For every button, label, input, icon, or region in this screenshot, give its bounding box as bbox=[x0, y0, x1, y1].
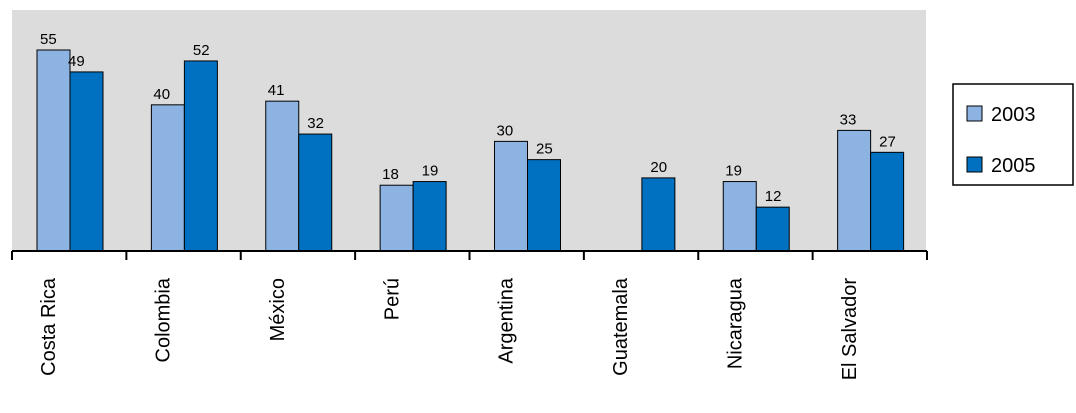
data-label-2003-colombia: 40 bbox=[153, 86, 170, 103]
data-labels-layer: 55 49 40 52 41 32 18 19 30 25 20 19 12 33 27 bbox=[40, 31, 896, 205]
bar-2005-colombia bbox=[183, 60, 218, 252]
x-tick-label-peru: Perú bbox=[381, 278, 403, 320]
x-tick-label-argentina: Argentina bbox=[496, 277, 518, 363]
legend: 2003 2005 bbox=[952, 83, 1074, 186]
bar-2005-nicaragua bbox=[755, 206, 790, 252]
bar-2005-mexico bbox=[298, 133, 333, 252]
bar-2003-peru bbox=[379, 184, 414, 252]
bar-2005-peru bbox=[412, 181, 447, 252]
x-ticks bbox=[11, 251, 928, 260]
x-tick-label-colombia: Colombia bbox=[153, 277, 175, 362]
bar-2005-guatemala bbox=[641, 177, 676, 252]
x-tick-label-mexico: México bbox=[267, 278, 289, 341]
legend-label-2005: 2005 bbox=[991, 155, 1036, 177]
data-label-2003-argentina: 30 bbox=[497, 122, 514, 139]
legend-swatch-2003 bbox=[966, 105, 983, 122]
data-label-2003-mexico: 41 bbox=[268, 82, 285, 99]
x-tick-label-costa-rica: Costa Rica bbox=[38, 277, 60, 376]
data-label-2005-guatemala: 20 bbox=[650, 159, 667, 176]
legend-swatch-2005 bbox=[966, 156, 983, 173]
x-tick-labels: Costa Rica Colombia México Perú Argentina Gua… bbox=[38, 277, 861, 380]
data-label-2005-costa-rica: 49 bbox=[68, 53, 85, 70]
x-tick-label-nicaragua: Nicaragua bbox=[724, 277, 746, 369]
bar-2003-argentina bbox=[494, 140, 528, 252]
bar-2005-el-salvador bbox=[870, 151, 905, 252]
bar-2003-colombia bbox=[150, 104, 185, 252]
data-label-2003-peru: 18 bbox=[382, 166, 399, 183]
data-label-2005-argentina: 25 bbox=[536, 141, 553, 158]
data-label-2003-nicaragua: 19 bbox=[725, 163, 742, 180]
data-label-2005-colombia: 52 bbox=[193, 42, 210, 59]
bar-2005-costa-rica bbox=[69, 71, 104, 252]
data-label-2005-peru: 19 bbox=[422, 163, 439, 180]
bar-2003-mexico bbox=[265, 100, 300, 252]
data-label-2003-costa-rica: 55 bbox=[40, 31, 57, 48]
x-tick-label-guatemala: Guatemala bbox=[610, 277, 632, 376]
bars-layer bbox=[36, 49, 905, 252]
data-label-2005-mexico: 32 bbox=[307, 115, 324, 132]
bar-2003-el-salvador bbox=[837, 129, 872, 252]
bar-2003-nicaragua bbox=[722, 181, 757, 252]
x-tick-label-el-salvador: El Salvador bbox=[839, 278, 861, 381]
data-label-2003-el-salvador: 33 bbox=[840, 111, 857, 128]
legend-label-2003: 2003 bbox=[991, 104, 1036, 126]
data-label-2005-nicaragua: 12 bbox=[765, 188, 782, 205]
bar-2003-costa-rica bbox=[36, 49, 71, 252]
bar-2005-argentina bbox=[527, 159, 561, 252]
data-label-2005-el-salvador: 27 bbox=[879, 133, 896, 150]
